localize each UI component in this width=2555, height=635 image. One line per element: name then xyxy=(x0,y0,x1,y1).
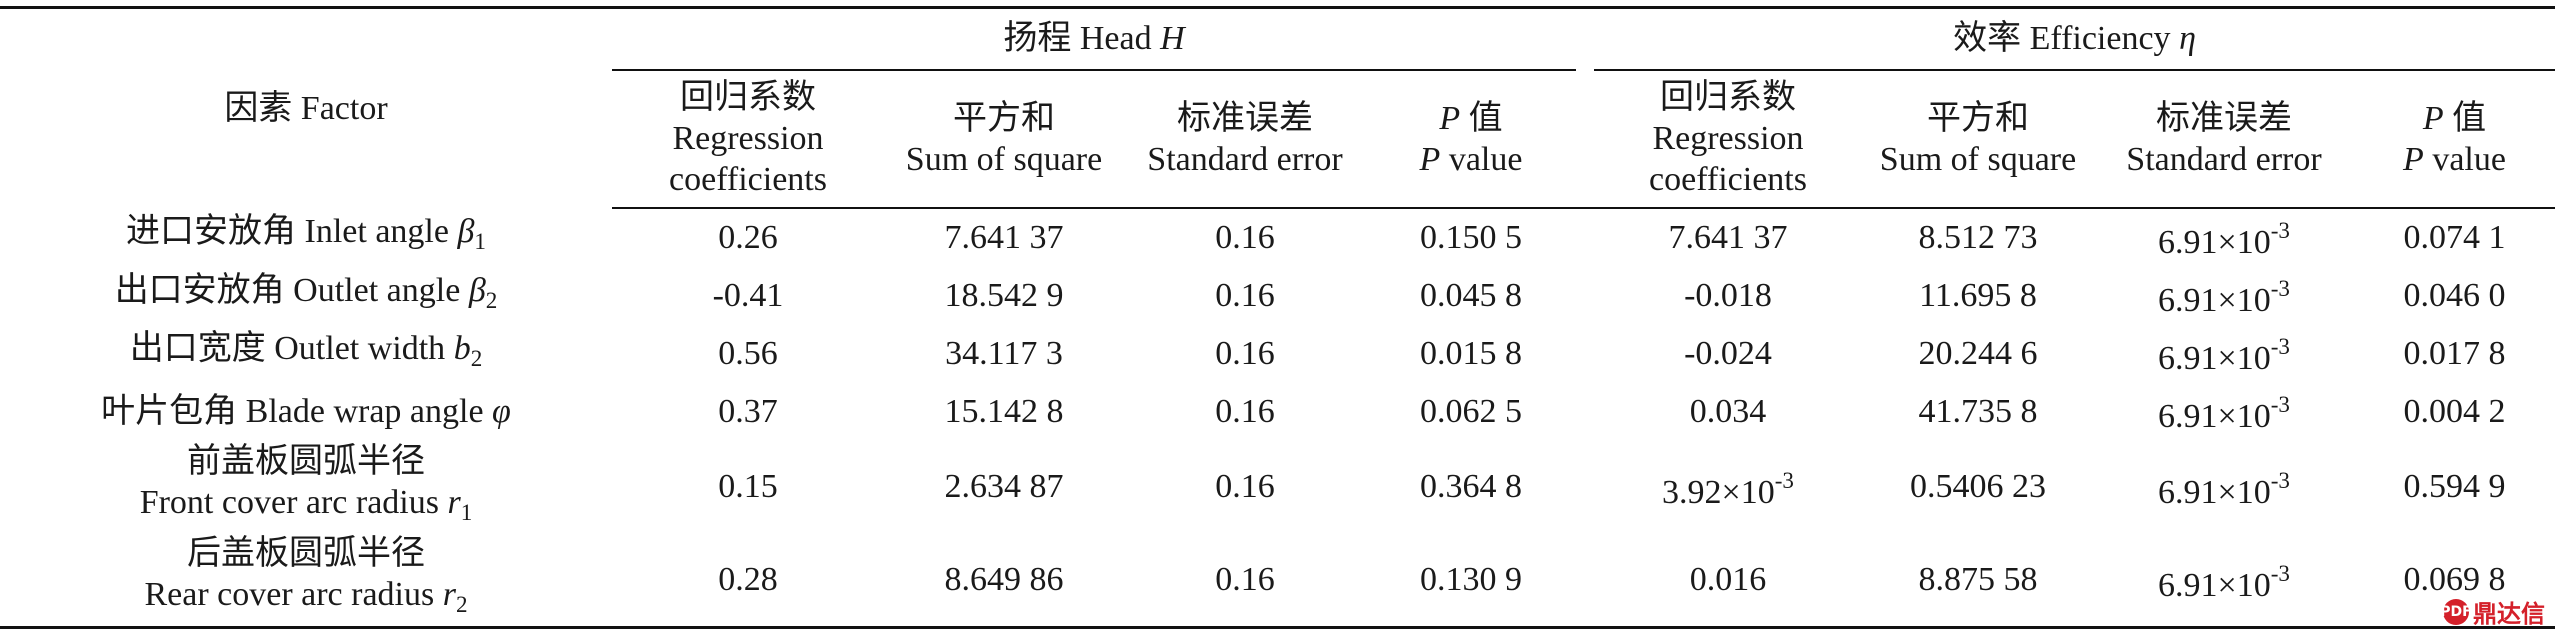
eff-standard-error-header: 标准误差 Standard error xyxy=(2094,69,2354,209)
factor-cell: 出口宽度 Outlet width b2 xyxy=(129,329,483,372)
factor-cell: 后盖板圆弧半径 Rear cover arc radius r2 xyxy=(0,533,612,630)
head-standard-error-cell: 0.16 xyxy=(1215,277,1275,314)
factor-cell: 前盖板圆弧半径 Front cover arc radius r1 xyxy=(139,442,473,526)
head-sum-of-square-cell: 18.542 9 xyxy=(944,277,1064,314)
eff-p-value-cell: 0.594 9 xyxy=(2403,468,2506,506)
head-sum-of-square-cell: 15.142 8 xyxy=(944,393,1064,430)
eff-regression-cell: -0.018 xyxy=(1684,277,1772,314)
head-standard-error-cell: 0.16 xyxy=(1215,393,1275,430)
head-regression-header: 回归系数 Regression coefficients xyxy=(612,69,884,209)
eff-standard-error-cell: 6.91×10-3 xyxy=(2158,276,2290,320)
head-p-value-cell: 0.364 8 xyxy=(1420,468,1522,506)
eff-p-value-header: P 值 P value xyxy=(2354,69,2555,209)
eff-sum-of-square-cell: 41.735 8 xyxy=(1918,393,2038,430)
table-row: 叶片包角 Blade wrap angle φ 0.37 15.142 8 0.… xyxy=(0,383,2555,441)
head-regression-cell: 0.37 xyxy=(718,393,778,430)
head-p-value-cell: 0.062 5 xyxy=(1420,393,1522,430)
factor-cell: 叶片包角 Blade wrap angle φ xyxy=(101,393,511,430)
eff-regression-cell: -0.024 xyxy=(1684,335,1772,372)
eff-sum-of-square-cell: 11.695 8 xyxy=(1919,277,2037,314)
efficiency-group-header: 效率 Efficiency η xyxy=(1594,6,2555,71)
eff-regression-cell: 7.641 37 xyxy=(1668,219,1788,256)
head-regression-cell: 0.56 xyxy=(718,335,778,372)
head-sum-of-square-cell: 8.649 86 xyxy=(884,533,1124,630)
eff-regression-cell: 0.034 xyxy=(1689,393,1767,430)
head-p-value-cell: 0.130 9 xyxy=(1366,533,1576,630)
head-regression-cell: 0.28 xyxy=(612,533,884,630)
head-p-value-cell: 0.150 5 xyxy=(1420,219,1522,256)
table-row: 前盖板圆弧半径 Front cover arc radius r1 0.15 2… xyxy=(0,441,2555,534)
table-row: 进口安放角 Inlet angle β1 0.26 7.641 37 0.16 … xyxy=(0,208,2555,267)
eff-standard-error-cell: 6.91×10-3 xyxy=(2158,218,2290,262)
eff-standard-error-cell: 6.91×10-3 xyxy=(2158,392,2290,436)
eff-standard-error-cell: 6.91×10-3 xyxy=(2158,334,2290,378)
head-group-header: 扬程 Head H xyxy=(612,6,1576,71)
head-sum-of-square-header: 平方和 Sum of square xyxy=(884,69,1124,209)
eff-sum-of-square-cell: 0.5406 23 xyxy=(1910,468,2046,506)
factor-cell: 进口安放角 Inlet angle β1 xyxy=(126,213,486,255)
head-standard-error-header: 标准误差 Standard error xyxy=(1124,69,1366,209)
factor-header: 因素 Factor xyxy=(0,6,612,208)
regression-table: 因素 Factor 扬程 Head H 效率 Efficiency η 回归系数… xyxy=(0,6,2555,630)
head-p-value-cell: 0.045 8 xyxy=(1420,277,1522,314)
eff-regression-cell: 3.92×10-3 xyxy=(1662,467,1794,511)
head-standard-error-cell: 0.16 xyxy=(1124,533,1366,630)
eff-p-value-cell: 0.004 2 xyxy=(2403,393,2506,430)
eff-sum-of-square-header: 平方和 Sum of square xyxy=(1862,69,2094,209)
eff-regression-header: 回归系数 Regression coefficients xyxy=(1594,69,1862,209)
eff-sum-of-square-cell: 8.875 58 xyxy=(1862,533,2094,630)
head-standard-error-cell: 0.16 xyxy=(1215,468,1275,506)
eff-standard-error-cell: 6.91×10-3 xyxy=(2158,467,2290,511)
watermark-text: 鼎达信 xyxy=(2473,600,2545,628)
head-sum-of-square-cell: 7.641 37 xyxy=(944,219,1064,256)
head-standard-error-cell: 0.16 xyxy=(1215,219,1275,256)
head-sum-of-square-cell: 2.634 87 xyxy=(944,468,1064,506)
head-regression-cell: 0.26 xyxy=(718,219,778,256)
eff-p-value-cell: 0.046 0 xyxy=(2403,277,2506,314)
eff-p-value-cell: 0.017 8 xyxy=(2403,335,2506,372)
factor-cell: 出口安放角 Outlet angle β2 xyxy=(114,271,498,314)
table-row: 后盖板圆弧半径 Rear cover arc radius r2 0.28 8.… xyxy=(0,533,2555,630)
eff-sum-of-square-cell: 20.244 6 xyxy=(1918,335,2038,372)
head-regression-cell: -0.41 xyxy=(712,277,784,314)
table-row: 出口安放角 Outlet angle β2 -0.41 18.542 9 0.1… xyxy=(0,267,2555,325)
table-row: 出口宽度 Outlet width b2 0.56 34.117 3 0.16 … xyxy=(0,325,2555,383)
head-standard-error-cell: 0.16 xyxy=(1215,335,1275,372)
head-p-value-cell: 0.015 8 xyxy=(1420,335,1522,372)
eff-standard-error-cell: 6.91×10-3 xyxy=(2094,533,2354,630)
head-p-value-header: P 值 P value xyxy=(1366,69,1576,209)
pdf-logo-icon: PDF xyxy=(2440,598,2472,625)
eff-sum-of-square-cell: 8.512 73 xyxy=(1918,219,2038,256)
eff-regression-cell: 0.016 xyxy=(1594,533,1862,630)
eff-p-value-cell: 0.074 1 xyxy=(2403,219,2506,256)
head-regression-cell: 0.15 xyxy=(718,468,778,506)
watermark: PDF 鼎达信 xyxy=(2440,594,2545,629)
head-sum-of-square-cell: 34.117 3 xyxy=(945,335,1063,372)
